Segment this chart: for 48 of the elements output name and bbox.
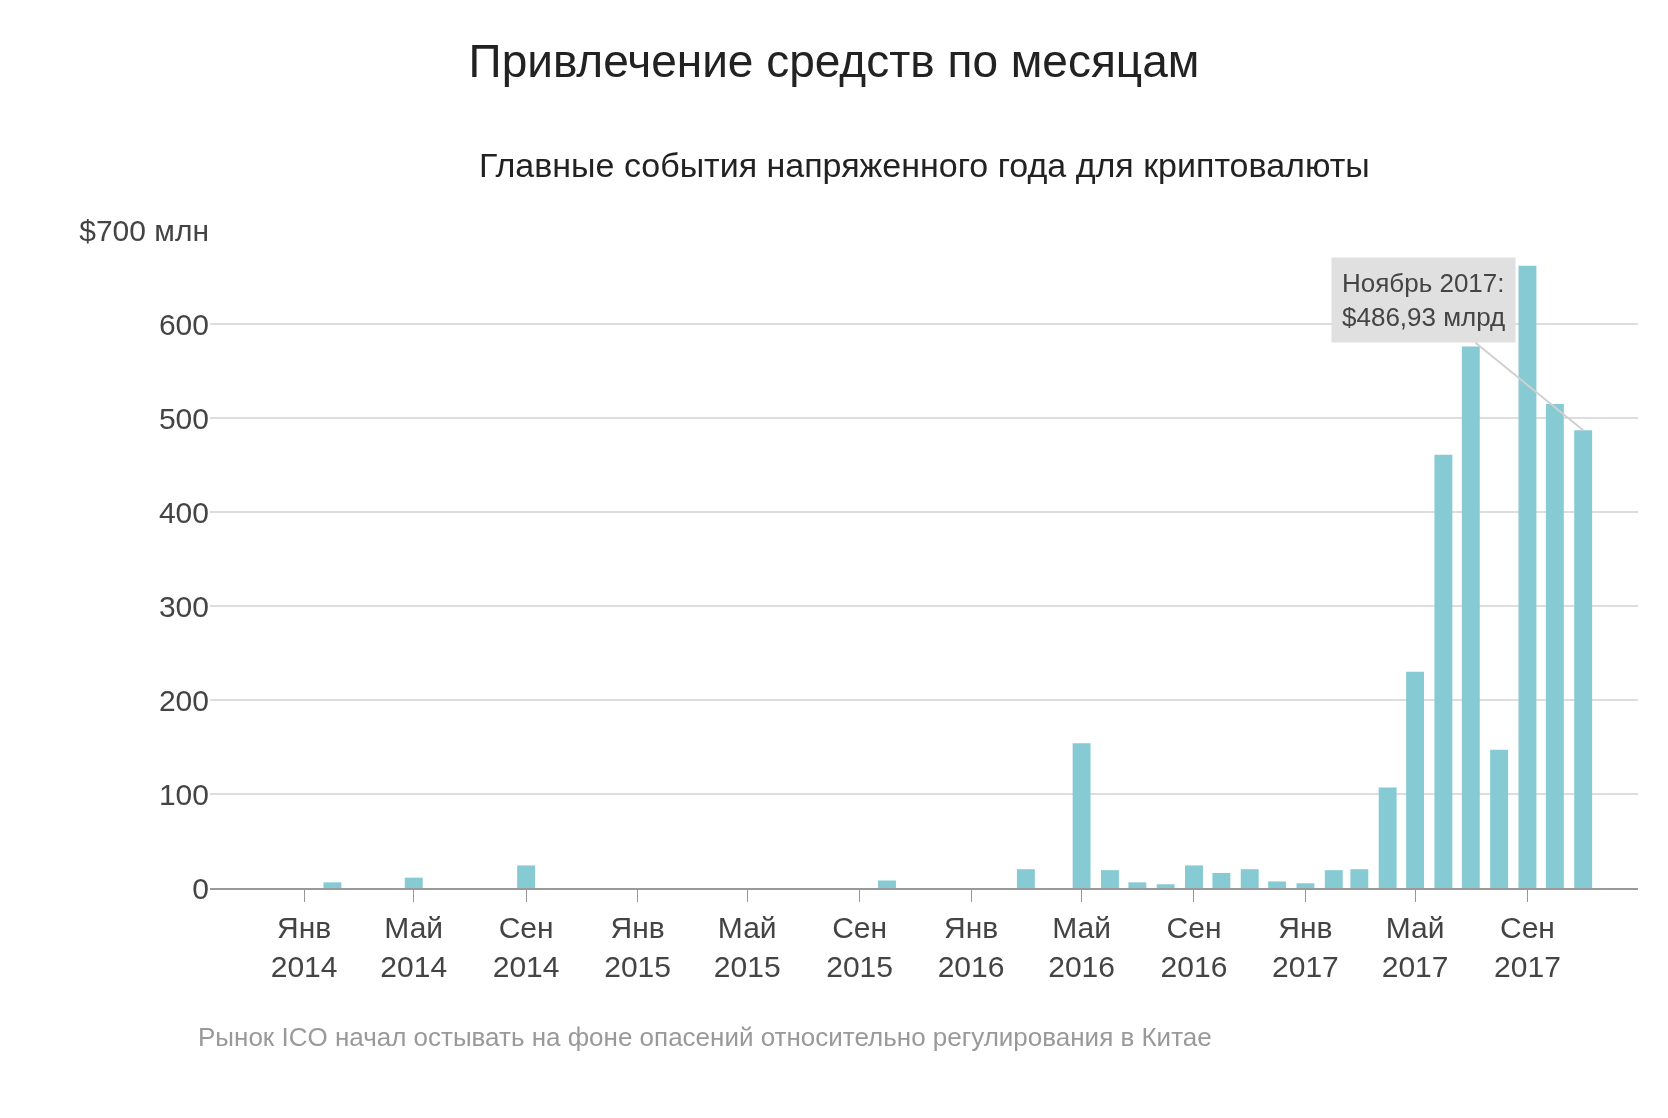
x-tick-label: Янв 2017 xyxy=(1272,911,1339,983)
x-tick-label: Сен 2017 xyxy=(1494,911,1561,983)
chart-subtitle: Главные события напряженного года для криптовалюты xyxy=(479,146,1370,184)
y-tick-label: 100 xyxy=(158,777,209,811)
bar xyxy=(1434,454,1453,888)
y-tick-label: 500 xyxy=(158,401,209,435)
y-tick-label: $700 млн xyxy=(79,213,209,247)
bar xyxy=(1296,883,1315,888)
chart-title: Привлечение средств по месяцам xyxy=(468,34,1200,87)
y-tick-label: 600 xyxy=(158,307,209,341)
bar xyxy=(323,882,342,888)
x-tick-label: Сен 2014 xyxy=(492,911,560,983)
bar xyxy=(1518,265,1537,888)
bar xyxy=(1212,872,1231,888)
x-tick-label: Май 2015 xyxy=(713,911,781,983)
x-tick-label: Май 2017 xyxy=(1381,911,1449,983)
bar xyxy=(404,877,423,888)
bar xyxy=(517,865,536,888)
x-tick-label: Янв 2014 xyxy=(270,911,338,983)
bar xyxy=(1185,865,1203,888)
y-tick-label: 0 xyxy=(192,871,209,905)
bar xyxy=(878,880,896,888)
bar xyxy=(1545,403,1564,888)
text: Рынок ICO начал остывать на фоне опасений относительно регулирования в Китае xyxy=(198,1022,1212,1052)
bar xyxy=(1156,884,1175,888)
bar xyxy=(1490,749,1509,888)
bar xyxy=(1350,869,1369,888)
bar xyxy=(1268,881,1287,888)
bar xyxy=(1406,671,1425,888)
x-tick-label: Сен 2016 xyxy=(1160,911,1228,983)
y-tick-label: 400 xyxy=(158,495,209,529)
bar xyxy=(1378,787,1397,888)
y-tick-label: 300 xyxy=(158,589,209,623)
x-tick-label: Янв 2016 xyxy=(937,911,1005,983)
bar xyxy=(1461,346,1480,888)
bar xyxy=(1072,743,1091,888)
bar xyxy=(1324,870,1343,888)
x-tick-label: Янв 2015 xyxy=(604,911,671,983)
bar xyxy=(1574,430,1593,888)
bar xyxy=(1100,870,1119,888)
bar xyxy=(1016,869,1035,888)
x-tick-label: Май 2014 xyxy=(380,911,448,983)
x-tick-label: Май 2016 xyxy=(1048,911,1115,983)
y-tick-label: 200 xyxy=(158,683,209,717)
annotation: Ноябрь 2017: $486,93 млрд xyxy=(1342,268,1506,332)
bar xyxy=(1240,869,1259,888)
x-tick-label: Сен 2015 xyxy=(826,911,893,983)
bar xyxy=(1128,882,1147,888)
